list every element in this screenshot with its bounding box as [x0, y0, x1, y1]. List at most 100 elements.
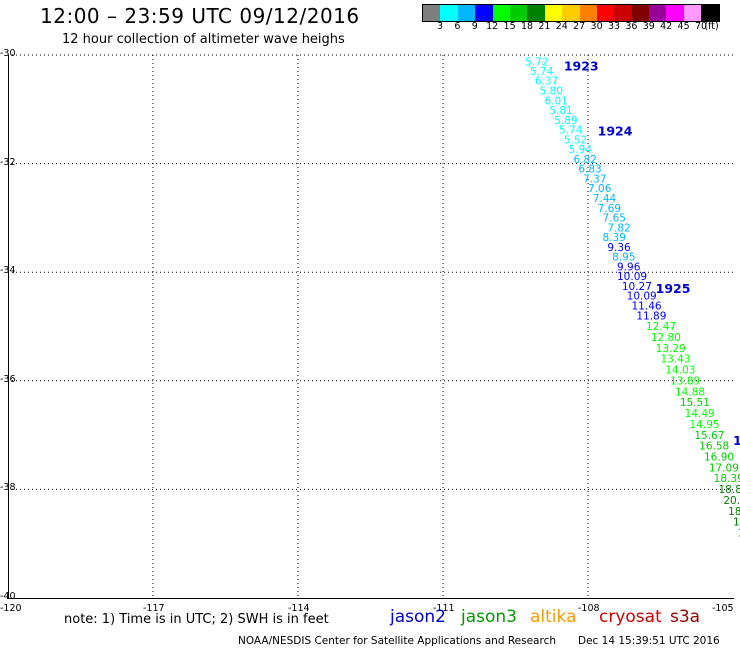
- satellite-name: altika: [530, 607, 577, 627]
- legend-label: 3: [436, 21, 444, 32]
- legend-label: 39: [642, 21, 655, 32]
- wave-height-value: 5.94: [569, 144, 593, 156]
- latitude-label: -38: [0, 482, 16, 494]
- latitude-label: -34: [0, 265, 16, 277]
- credit-text: NOAA/NESDIS Center for Satellite Applica…: [238, 635, 556, 647]
- latitude-label: -30: [0, 48, 16, 59]
- wave-height-value: 7.37: [583, 173, 606, 185]
- legend-label: 42: [660, 21, 673, 32]
- wave-height-value: 20.97: [723, 495, 740, 507]
- wave-height-value: 10.09: [617, 271, 647, 283]
- wave-height-value: 15.67: [694, 430, 724, 442]
- legend-swatch: [631, 5, 650, 21]
- wave-height-value: 7.06: [588, 183, 612, 195]
- wave-height-value: 6.37: [535, 76, 558, 88]
- wave-height-value: 18.82: [719, 484, 740, 496]
- satellite-name: jason2: [390, 607, 446, 627]
- pass-time-label: 1926: [733, 433, 740, 448]
- legend-label: 27: [573, 21, 586, 32]
- legend-label: 12: [486, 21, 499, 32]
- wave-height-value: 18.39: [714, 473, 740, 485]
- wave-height-value: 12.47: [646, 321, 676, 333]
- wave-height-value: 15.51: [680, 397, 710, 409]
- legend-swatch: [544, 5, 563, 21]
- wave-height-value: 19.7: [733, 517, 740, 529]
- longitude-label: -108: [578, 603, 600, 614]
- wave-height-value: 5.80: [540, 85, 563, 97]
- wave-height-value: 5.72: [525, 57, 548, 69]
- legend-label: 45: [677, 21, 690, 32]
- legend-swatch: [492, 5, 510, 21]
- wave-height-value: 13.89: [670, 375, 700, 387]
- wave-height-value: 8.95: [612, 252, 635, 264]
- longitude-label: -117: [143, 603, 165, 614]
- latitude-label: -40: [0, 591, 16, 602]
- wave-height-value: 5.81: [549, 105, 572, 117]
- wave-height-value: 6.82: [574, 154, 597, 166]
- legend-swatch: [614, 5, 632, 21]
- satellite-name: cryosat: [599, 607, 662, 627]
- legend-swatch: [457, 5, 476, 21]
- legend-swatch: [440, 5, 458, 21]
- wave-height-value: 17.09: [709, 462, 739, 474]
- wave-height-value: 13.29: [656, 343, 686, 355]
- legend-label: 33: [607, 21, 621, 32]
- wave-height-value: 13.43: [661, 354, 691, 366]
- map-subtitle: 12 hour collection of altimeter wave hei…: [62, 32, 345, 47]
- legend-swatch: [649, 5, 667, 21]
- longitude-label: -105: [712, 603, 734, 614]
- wave-height-value: 7.69: [598, 203, 621, 215]
- wave-height-value: 16.90: [704, 451, 734, 463]
- pass-time-label: 1923: [564, 58, 599, 73]
- longitude-label: -111: [433, 603, 455, 614]
- wave-height-value: 8.39: [603, 232, 626, 244]
- wave-height-value: 11.89: [636, 310, 666, 322]
- legend-swatch: [423, 5, 441, 21]
- legend-label: 18: [520, 21, 534, 32]
- wave-height-value: 10.27: [622, 281, 652, 293]
- wave-height-value: 14.88: [675, 386, 705, 398]
- pass-time-label: 1925: [656, 281, 691, 296]
- legend-label: 24: [555, 21, 568, 32]
- legend-swatch: [527, 5, 545, 21]
- longitude-label: -114: [288, 603, 310, 614]
- wave-height-value: 11.46: [632, 301, 662, 313]
- wave-height-value: 19.: [738, 527, 740, 539]
- satellite-name: s3a: [670, 607, 701, 627]
- generated-timestamp: Dec 14 15:39:51 UTC 2016: [578, 635, 720, 647]
- map-frame: [8, 55, 734, 599]
- wave-height-value: 14.95: [690, 419, 720, 431]
- map-title: 12:00 – 23:59 UTC 09/12/2016: [40, 4, 360, 28]
- legend-label: 6: [454, 21, 461, 32]
- legend-swatch: [666, 5, 684, 21]
- longitude-label: -120: [0, 603, 22, 614]
- legend-label: 36: [625, 21, 638, 32]
- wave-height-value: 12.80: [651, 332, 681, 344]
- color-scale-labels: 3 6 9 12 15 18 21 24 27 30 33 36 39 42 45 70 (ft): [422, 21, 740, 35]
- wave-height-value: 5.89: [554, 115, 577, 127]
- wave-height-value: 7.65: [603, 213, 626, 225]
- legend-swatch: [596, 5, 615, 21]
- wave-height-value: 6.01: [545, 95, 568, 107]
- wave-height-value: 7.82: [607, 222, 630, 234]
- satellite-name: jason3: [461, 607, 517, 627]
- legend-swatch: [701, 5, 719, 21]
- wave-height-value: 14.49: [685, 408, 715, 420]
- wave-height-value: 10.09: [627, 291, 657, 303]
- footer-note: note: 1) Time is in UTC; 2) SWH is in fe…: [64, 612, 329, 627]
- wave-height-value: 9.96: [617, 261, 641, 273]
- latitude-label: -36: [0, 373, 16, 385]
- legend-unit: (ft): [704, 21, 719, 32]
- legend-swatch: [683, 5, 702, 21]
- legend-label: 9: [471, 21, 478, 32]
- wave-height-value: 16.58: [699, 441, 729, 453]
- color-scale-legend: [422, 4, 720, 22]
- legend-swatch: [579, 5, 597, 21]
- legend-swatch: [509, 5, 528, 21]
- legend-label: 15: [503, 21, 516, 32]
- wave-height-value: 14.03: [665, 365, 695, 377]
- legend-label: 30: [590, 21, 603, 32]
- legend-swatch: [475, 5, 493, 21]
- legend-label: 70: [694, 21, 708, 32]
